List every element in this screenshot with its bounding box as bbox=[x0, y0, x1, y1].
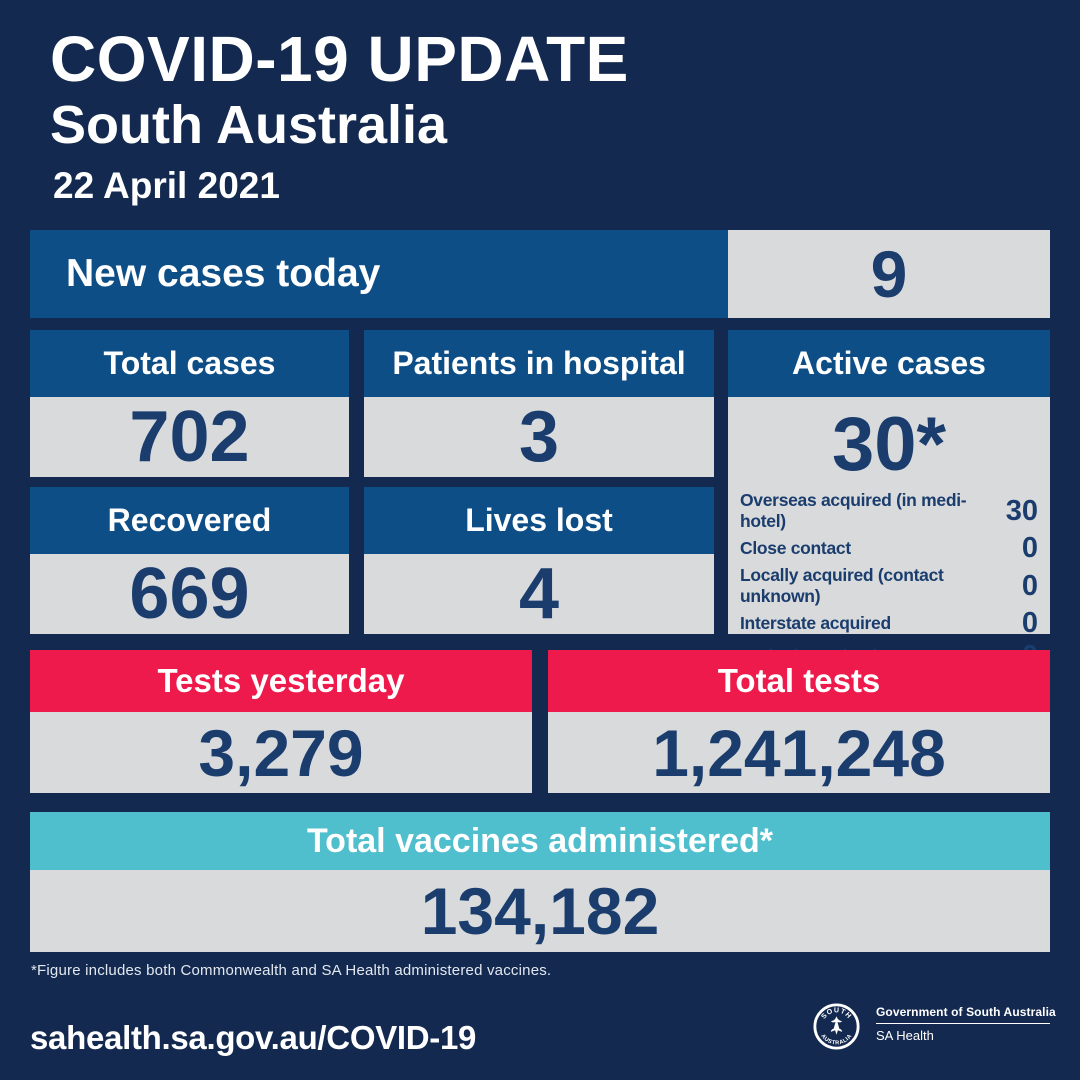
breakdown-row-overseas: Overseas acquired (in medi-hotel) 30 bbox=[740, 490, 1038, 532]
vaccines-box: Total vaccines administered* 134,182 bbox=[30, 812, 1050, 952]
active-cases-value: 30* bbox=[831, 402, 947, 487]
breakdown-value: 0 bbox=[1021, 569, 1038, 602]
tests-yesterday-label: Tests yesterday bbox=[30, 650, 532, 712]
patients-in-hospital-label: Patients in hospital bbox=[364, 330, 714, 397]
breakdown-row-locally-acquired: Locally acquired (contact unknown) 0 bbox=[740, 565, 1038, 607]
new-cases-label-bar: New cases today bbox=[30, 230, 728, 318]
lives-lost-box: Lives lost 4 bbox=[364, 487, 714, 634]
footnote: *Figure includes both Commonwealth and S… bbox=[31, 962, 552, 979]
breakdown-value: 30 bbox=[1005, 494, 1038, 527]
active-cases-panel: 30* Overseas acquired (in medi-hotel) 30… bbox=[728, 397, 1050, 672]
breakdown-label: Close contact bbox=[740, 538, 851, 558]
page-title: COVID-19 UPDATE bbox=[50, 23, 629, 95]
breakdown-row-interstate: Interstate acquired 0 bbox=[740, 607, 1038, 640]
new-cases-value-box: 9 bbox=[728, 230, 1050, 318]
south-australia-seal-icon: SOUTH AUSTRALIA bbox=[813, 1003, 860, 1050]
tests-yesterday-value: 3,279 bbox=[30, 712, 532, 793]
report-date: 22 April 2021 bbox=[53, 165, 280, 206]
breakdown-value: 0 bbox=[1021, 607, 1038, 639]
total-cases-label: Total cases bbox=[30, 330, 349, 397]
seal-ring bbox=[813, 1003, 860, 1050]
recovered-box: Recovered 669 bbox=[30, 487, 349, 634]
tests-yesterday-box: Tests yesterday 3,279 bbox=[30, 650, 532, 793]
new-cases-value: 9 bbox=[870, 237, 908, 311]
branding-divider bbox=[876, 1023, 1050, 1024]
breakdown-label: Locally acquired (contact unknown) bbox=[740, 565, 944, 606]
patients-in-hospital-box: Patients in hospital 3 bbox=[364, 330, 714, 477]
total-tests-box: Total tests 1,241,248 bbox=[548, 650, 1050, 793]
breakdown-label: Overseas acquired (in medi-hotel) bbox=[740, 490, 967, 531]
total-tests-value: 1,241,248 bbox=[548, 712, 1050, 793]
lives-lost-value: 4 bbox=[364, 554, 714, 634]
government-branding: Government of South Australia SA Health bbox=[876, 1005, 1056, 1043]
vaccines-label: Total vaccines administered* bbox=[30, 812, 1050, 870]
recovered-label: Recovered bbox=[30, 487, 349, 554]
breakdown-label: Interstate acquired bbox=[740, 613, 891, 633]
active-cases-box: Active cases 30* Overseas acquired (in m… bbox=[728, 330, 1050, 672]
total-tests-label: Total tests bbox=[548, 650, 1050, 712]
total-cases-value: 702 bbox=[30, 397, 349, 477]
government-name: Government of South Australia bbox=[876, 1005, 1056, 1019]
total-cases-box: Total cases 702 bbox=[30, 330, 349, 477]
breakdown-value: 0 bbox=[1021, 532, 1038, 564]
recovered-value: 669 bbox=[30, 554, 349, 634]
breakdown-row-close-contact: Close contact 0 bbox=[740, 532, 1038, 565]
new-cases-label: New cases today bbox=[66, 252, 381, 295]
lives-lost-label: Lives lost bbox=[364, 487, 714, 554]
agency-name: SA Health bbox=[876, 1028, 934, 1043]
active-cases-label: Active cases bbox=[728, 330, 1050, 397]
sahealth-url-link[interactable]: sahealth.sa.gov.au/COVID-19 bbox=[30, 1019, 477, 1056]
vaccines-value: 134,182 bbox=[30, 870, 1050, 952]
piping-shrike-icon bbox=[830, 1016, 843, 1035]
page-subtitle: South Australia bbox=[50, 95, 448, 155]
patients-in-hospital-value: 3 bbox=[364, 397, 714, 477]
